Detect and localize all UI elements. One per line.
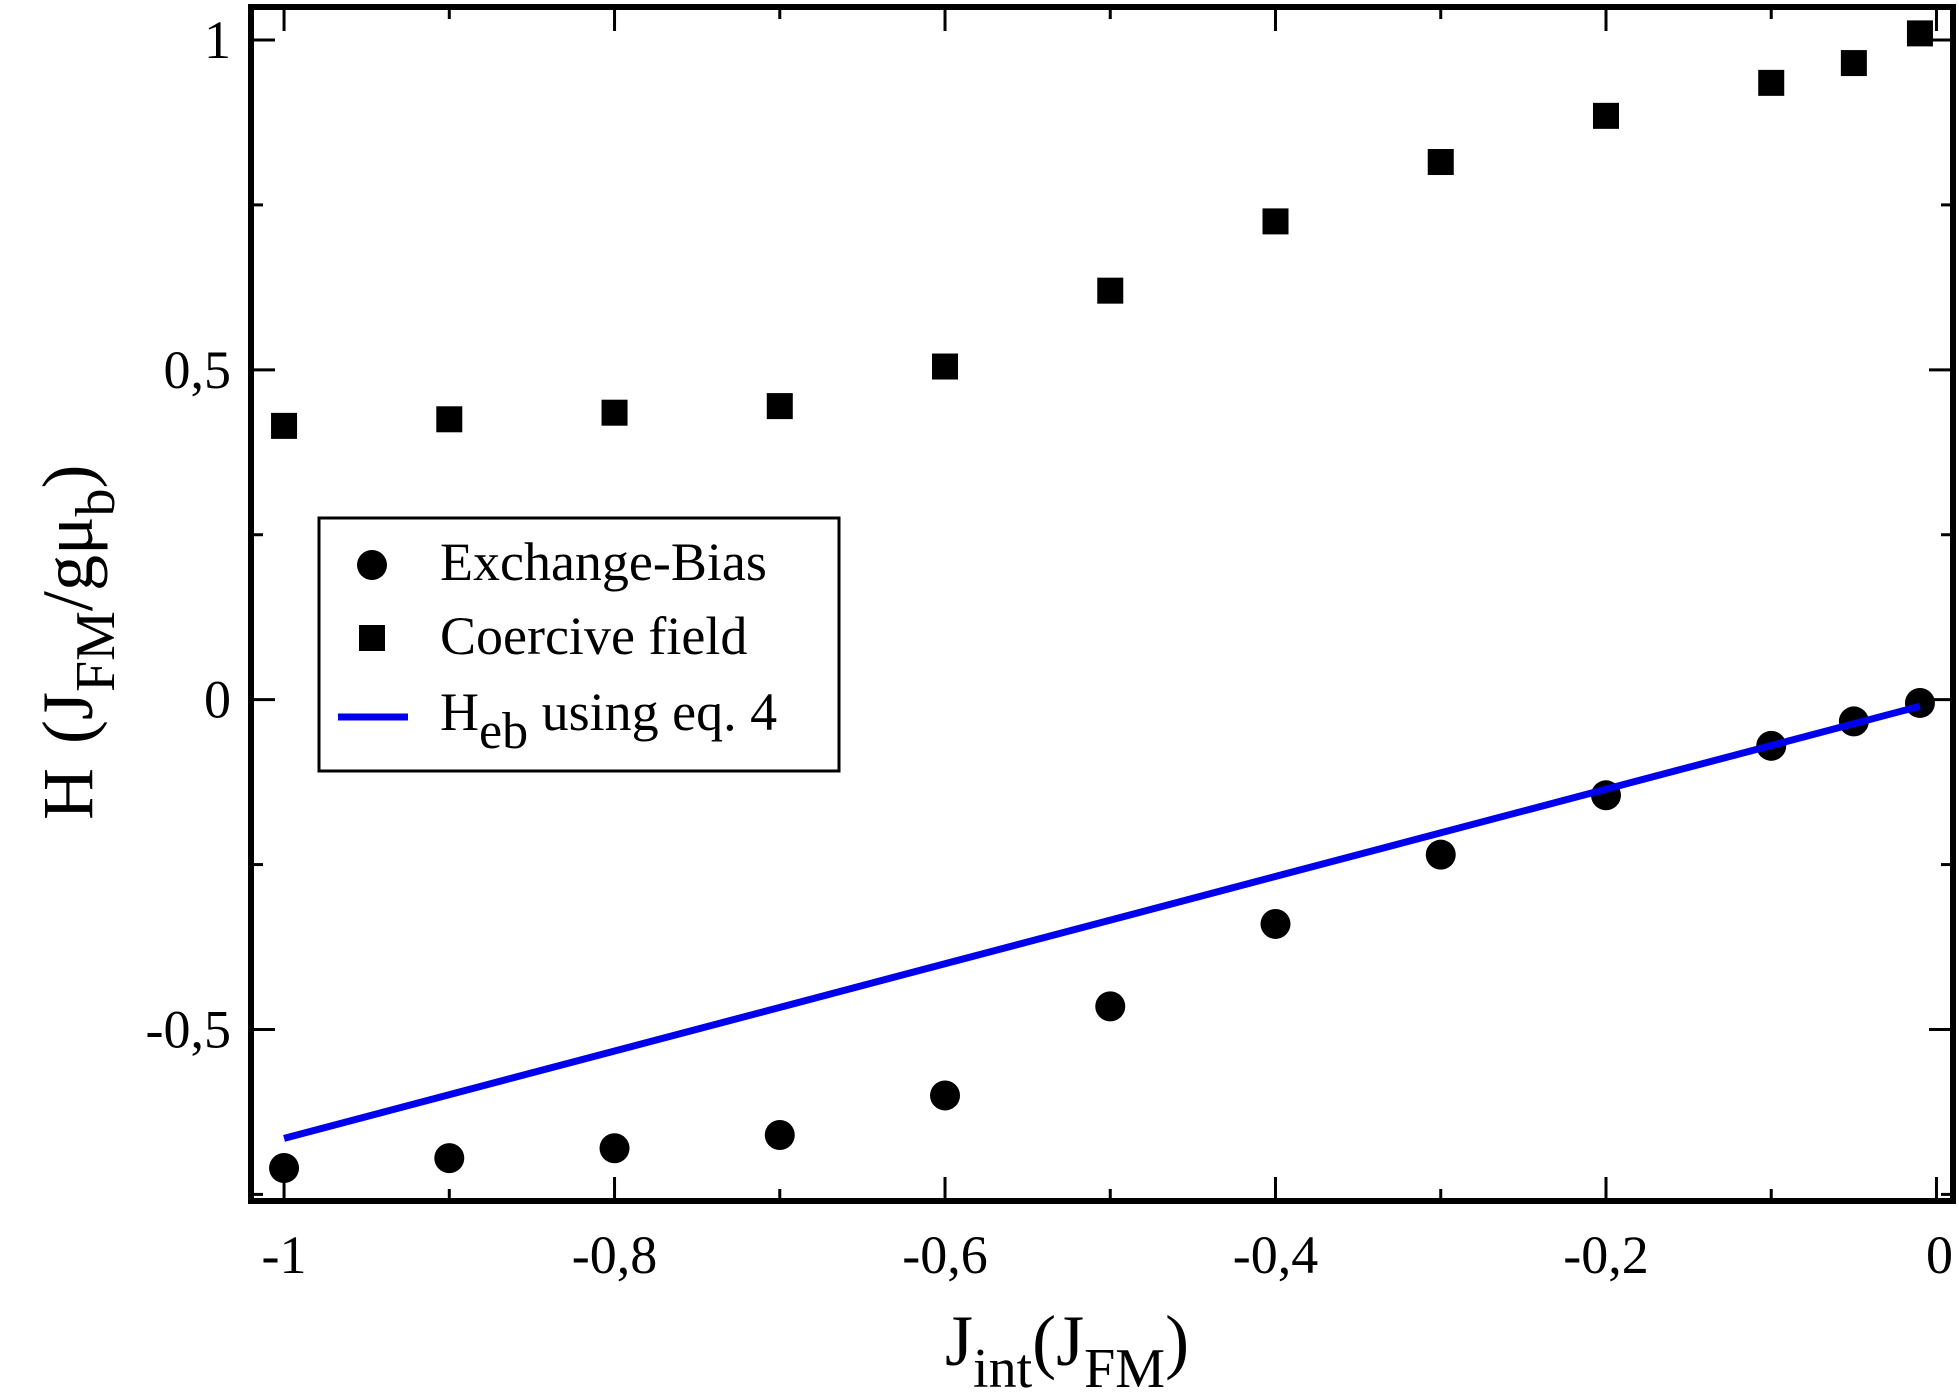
coercive-field-point (436, 406, 463, 433)
y-title-main: H (28, 768, 108, 820)
x-title-sub2: FM (1084, 1338, 1165, 1400)
exchange-bias-point (1095, 991, 1126, 1022)
heb-fit-line (283, 702, 1921, 1142)
exchange-bias-point (1904, 687, 1935, 718)
exchange-bias-point (269, 1153, 300, 1184)
x-tick-label: -1 (262, 1225, 307, 1285)
coercive-field-point (1097, 277, 1124, 304)
coercive-field-point (766, 393, 793, 420)
exchange-bias-point (1425, 839, 1456, 870)
series-layer (269, 20, 1935, 1184)
x-tick-label: -0,6 (902, 1225, 987, 1285)
legend-heb-rest: using eq. 4 (528, 682, 777, 742)
legend-square-marker (359, 625, 385, 651)
legend-label-heb: Heb using eq. 4 (440, 682, 777, 760)
y-tick-label: 1 (204, 10, 231, 70)
y-title-open: (J (28, 692, 108, 744)
y-title-end: ) (28, 464, 108, 488)
exchange-bias-point (1260, 908, 1291, 939)
y-title-sub1: FM (65, 611, 127, 692)
y-axis-title: H (JFM/gμb) (28, 464, 127, 820)
legend-heb-sub: eb (479, 703, 528, 760)
y-tick-label: 0 (204, 670, 231, 730)
y-title-sub2: b (65, 488, 127, 516)
legend-label-exchange-bias: Exchange-Bias (440, 532, 767, 592)
legend-box (317, 516, 841, 773)
tick-labels: -1 -0,8 -0,6 -0,4 -0,2 0 -0,5 0 0,5 1 (146, 10, 1953, 1285)
coercive-field-point (1427, 149, 1454, 176)
x-title-mid: (J (1032, 1301, 1084, 1381)
coercive-field-point (1262, 208, 1289, 235)
x-tick-label: -0,2 (1563, 1225, 1648, 1285)
x-title-sub1: int (973, 1338, 1033, 1400)
legend: Exchange-Bias Coercive field Heb using e… (317, 516, 841, 773)
legend-label-coercive-field: Coercive field (440, 606, 747, 666)
y-tick-label: -0,5 (146, 999, 231, 1059)
legend-circle-marker (357, 550, 387, 580)
x-tick-label: -0,8 (572, 1225, 657, 1285)
coercive-field-point (1906, 20, 1933, 47)
coercive-field-point (601, 399, 628, 426)
x-tick-label: -0,4 (1233, 1225, 1318, 1285)
axis-ticks (251, 7, 1953, 1201)
legend-heb-main: H (440, 682, 479, 742)
coercive-field-point (271, 412, 298, 439)
exchange-bias-point (930, 1080, 961, 1111)
y-tick-label: 0,5 (164, 340, 232, 400)
exchange-bias-point (599, 1133, 630, 1164)
y-title-mid: /gμ (28, 516, 108, 611)
coercive-field-point (1840, 50, 1867, 77)
x-axis-title: Jint(JFM) (945, 1301, 1189, 1400)
x-tick-label: 0 (1926, 1225, 1953, 1285)
x-title-end: ) (1165, 1301, 1189, 1381)
plot-frame (248, 4, 1956, 1204)
coercive-field-point (1758, 69, 1785, 96)
x-title-main: J (945, 1301, 973, 1381)
exchange-bias-point (764, 1120, 795, 1151)
coercive-field-point (932, 353, 959, 380)
coercive-field-point (1592, 102, 1619, 129)
exchange-bias-point (434, 1143, 465, 1174)
